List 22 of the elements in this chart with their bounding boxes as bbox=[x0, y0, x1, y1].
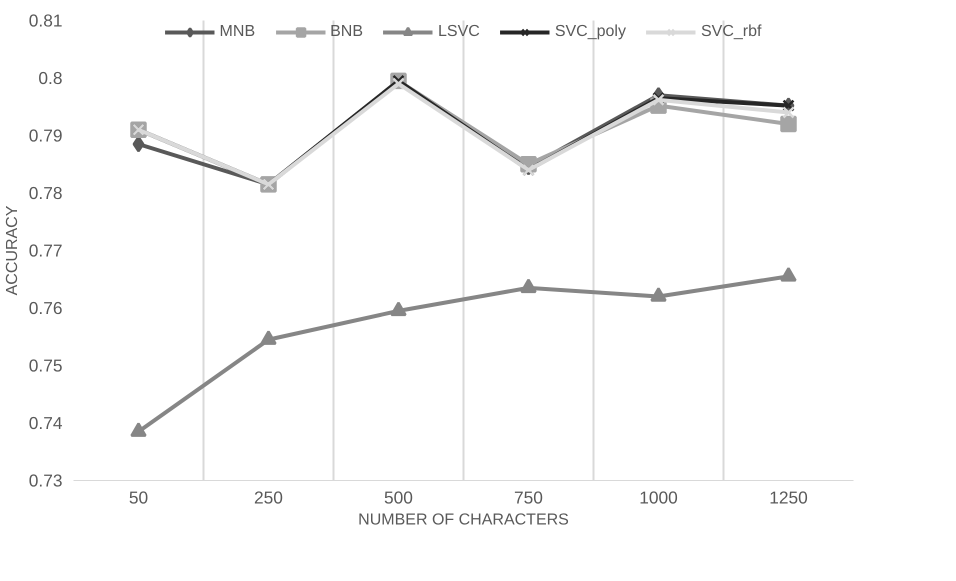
y-tick-label: 0.79 bbox=[28, 126, 63, 146]
x-tick-label: 1250 bbox=[769, 488, 808, 508]
y-tick-label: 0.8 bbox=[38, 68, 63, 88]
legend-label: SVC_rbf bbox=[700, 23, 762, 41]
x-tick-label: 50 bbox=[128, 488, 148, 508]
y-tick-label: 0.81 bbox=[28, 10, 63, 30]
x-tick-label: 250 bbox=[254, 488, 283, 508]
legend-label: BNB bbox=[330, 23, 364, 41]
x-axis-title: NUMBER OF CHARACTERS bbox=[358, 512, 569, 528]
y-tick-label: 0.75 bbox=[28, 356, 63, 376]
y-tick-label: 0.78 bbox=[28, 183, 63, 203]
x-tick-label: 750 bbox=[514, 488, 543, 508]
y-tick-label: 0.74 bbox=[28, 413, 63, 433]
legend-label: MNB bbox=[220, 23, 256, 41]
legend-label: SVC_poly bbox=[554, 23, 626, 41]
y-tick-label: 0.73 bbox=[28, 470, 63, 490]
legend-label: LSVC bbox=[438, 23, 480, 41]
x-tick-label: 500 bbox=[384, 488, 413, 508]
y-tick-label: 0.76 bbox=[28, 298, 63, 318]
y-tick-label: 0.77 bbox=[28, 240, 63, 260]
x-tick-label: 1000 bbox=[639, 488, 678, 508]
y-axis-title: ACCURACY bbox=[4, 205, 21, 296]
